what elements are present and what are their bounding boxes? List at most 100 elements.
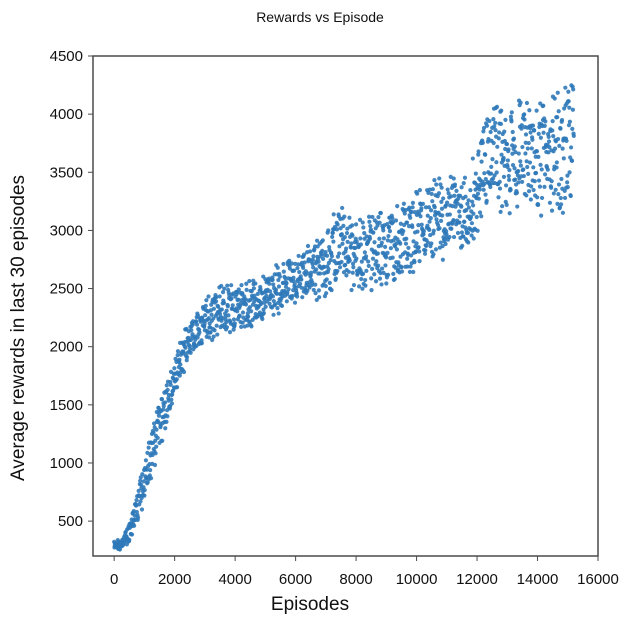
reward-point — [430, 199, 435, 204]
reward-point — [562, 106, 567, 111]
reward-point — [532, 179, 537, 184]
reward-point — [491, 117, 496, 122]
reward-point — [330, 234, 335, 239]
reward-point — [326, 228, 331, 233]
reward-point — [344, 246, 349, 251]
reward-point — [227, 330, 233, 335]
reward-point — [549, 179, 554, 184]
reward-point — [363, 283, 368, 288]
reward-point — [177, 357, 182, 362]
reward-point — [177, 373, 182, 378]
reward-point — [178, 362, 183, 367]
x-tick-label: 12000 — [456, 571, 498, 588]
reward-point — [299, 277, 304, 282]
reward-point — [510, 129, 515, 135]
reward-point — [154, 427, 159, 432]
y-tick-label: 2000 — [50, 339, 83, 356]
reward-point — [506, 147, 511, 152]
reward-point — [411, 239, 416, 244]
reward-point — [401, 229, 406, 234]
reward-point — [231, 317, 237, 322]
reward-point — [494, 160, 499, 165]
reward-point — [531, 165, 536, 170]
reward-point — [151, 430, 156, 435]
reward-point — [475, 228, 480, 233]
reward-point — [505, 164, 510, 170]
reward-point — [350, 270, 355, 275]
reward-point — [418, 214, 423, 219]
reward-point — [550, 128, 555, 133]
reward-point — [189, 328, 194, 333]
reward-point — [286, 287, 291, 292]
reward-point — [197, 330, 202, 335]
x-tick-label: 6000 — [279, 571, 312, 588]
reward-point — [484, 123, 490, 128]
reward-point — [169, 401, 175, 406]
reward-points — [112, 83, 576, 552]
chart-title: Rewards vs Episode — [256, 9, 384, 25]
reward-point — [552, 96, 557, 101]
reward-point — [452, 193, 457, 198]
reward-point — [258, 287, 263, 292]
y-tick-label: 3000 — [50, 222, 83, 239]
reward-point — [216, 304, 221, 309]
reward-point — [138, 478, 143, 483]
reward-point — [458, 193, 463, 198]
reward-point — [570, 126, 575, 131]
reward-point — [417, 249, 422, 254]
reward-point — [376, 263, 381, 268]
reward-point — [545, 167, 550, 172]
reward-point — [274, 291, 279, 296]
reward-point — [404, 236, 409, 241]
reward-point — [420, 201, 426, 206]
reward-point — [386, 272, 391, 277]
reward-point — [211, 306, 217, 311]
reward-point — [267, 281, 272, 286]
reward-point — [145, 480, 150, 485]
reward-point — [451, 217, 456, 223]
reward-point — [415, 191, 420, 196]
reward-point — [379, 240, 384, 245]
reward-point — [381, 236, 386, 241]
reward-point — [132, 523, 137, 528]
reward-point — [338, 226, 343, 231]
reward-point — [305, 243, 311, 249]
reward-point — [447, 212, 452, 217]
reward-point — [330, 230, 335, 236]
reward-point — [153, 451, 158, 456]
reward-point — [335, 254, 341, 259]
reward-point — [470, 199, 475, 204]
reward-point — [247, 305, 253, 310]
reward-point — [277, 274, 282, 279]
reward-point — [316, 288, 321, 293]
reward-point — [292, 282, 297, 287]
reward-point — [127, 537, 132, 542]
reward-point — [323, 283, 328, 289]
reward-point — [522, 117, 527, 122]
reward-point — [369, 276, 374, 281]
reward-point — [212, 328, 217, 333]
reward-point — [530, 137, 535, 142]
reward-point — [340, 241, 345, 246]
reward-point — [538, 162, 543, 167]
reward-point — [296, 253, 301, 259]
reward-point — [497, 130, 502, 135]
reward-point — [476, 152, 481, 157]
x-tick-label: 2000 — [158, 571, 191, 588]
reward-point — [295, 294, 300, 299]
reward-point — [507, 177, 512, 182]
reward-point — [558, 126, 563, 131]
reward-point — [367, 236, 373, 241]
reward-point — [526, 189, 532, 194]
reward-point — [457, 214, 462, 219]
reward-point — [440, 213, 445, 218]
reward-point — [366, 263, 371, 269]
reward-point — [240, 320, 245, 325]
reward-point — [244, 287, 249, 292]
reward-point — [139, 507, 145, 512]
reward-point — [509, 119, 514, 124]
reward-point — [219, 283, 224, 289]
reward-point — [427, 227, 432, 232]
reward-point — [407, 205, 412, 210]
